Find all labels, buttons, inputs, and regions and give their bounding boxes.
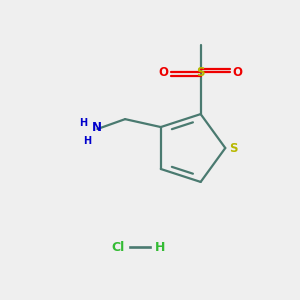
Text: H: H (155, 241, 165, 254)
Text: O: O (233, 66, 243, 79)
Text: Cl: Cl (112, 241, 125, 254)
Text: H: H (80, 118, 88, 128)
Text: S: S (229, 142, 238, 154)
Text: O: O (158, 66, 169, 79)
Text: N: N (92, 121, 102, 134)
Text: H: H (83, 136, 92, 146)
Text: S: S (196, 66, 205, 79)
